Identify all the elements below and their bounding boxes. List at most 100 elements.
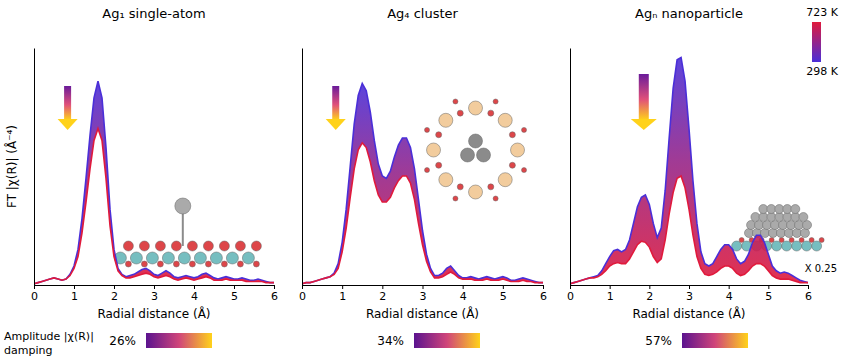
x-tick: 2 bbox=[646, 285, 653, 303]
atom bbox=[130, 252, 142, 264]
x-tick: 3 bbox=[420, 285, 427, 303]
atom bbox=[751, 213, 760, 222]
x-tick-mark bbox=[503, 285, 504, 289]
panel-title: Ag₁ single-atom bbox=[102, 6, 205, 21]
atom bbox=[155, 241, 165, 251]
atom bbox=[783, 205, 792, 214]
x-tick-mark bbox=[302, 285, 303, 289]
atom bbox=[739, 238, 744, 243]
atom bbox=[171, 241, 181, 251]
atom bbox=[237, 261, 243, 267]
atom bbox=[791, 205, 800, 214]
atom bbox=[763, 221, 772, 230]
atom bbox=[744, 229, 753, 238]
y-axis-title: FT |χ(R)| (Å⁻⁴) bbox=[4, 125, 19, 208]
x-axis: 0123456 bbox=[299, 285, 547, 303]
legend-label: 723 K bbox=[806, 6, 838, 19]
x-tick-label: 1 bbox=[339, 290, 346, 303]
atom bbox=[792, 229, 801, 238]
atom bbox=[453, 196, 458, 201]
atom bbox=[203, 241, 213, 251]
arrow-shaft bbox=[64, 86, 71, 120]
damping-colorbar bbox=[146, 333, 212, 348]
plot-area bbox=[302, 84, 543, 284]
x-tick-label: 1 bbox=[71, 290, 78, 303]
x-axis-title: Radial distance (Å) bbox=[366, 306, 479, 321]
x-tick-mark bbox=[74, 285, 75, 289]
atom bbox=[425, 127, 430, 132]
atom bbox=[767, 213, 776, 222]
x-tick: 5 bbox=[500, 285, 507, 303]
atom bbox=[141, 261, 147, 267]
atom bbox=[453, 99, 458, 104]
atom bbox=[787, 221, 796, 230]
plot-area bbox=[570, 57, 808, 283]
x-tick-mark bbox=[34, 285, 35, 289]
y-axis-line bbox=[570, 49, 571, 286]
series-line bbox=[570, 176, 808, 284]
plot-area bbox=[34, 81, 274, 284]
x-tick: 3 bbox=[686, 285, 693, 303]
atom bbox=[772, 241, 782, 251]
atom bbox=[469, 101, 483, 115]
x-tick: 1 bbox=[71, 285, 78, 303]
temperature-band bbox=[302, 84, 543, 284]
x-tick-label: 4 bbox=[191, 290, 198, 303]
atom bbox=[498, 173, 512, 187]
atom bbox=[819, 238, 824, 243]
atom bbox=[178, 252, 190, 264]
atom bbox=[251, 241, 261, 251]
atom bbox=[498, 113, 512, 127]
arrow-shaft bbox=[639, 74, 649, 120]
atom bbox=[771, 221, 780, 230]
x-tick-label: 5 bbox=[500, 290, 507, 303]
inset-illustration bbox=[114, 198, 261, 267]
x-tick: 6 bbox=[805, 285, 812, 303]
atom bbox=[488, 110, 494, 116]
series-line bbox=[570, 57, 808, 283]
x-tick-label: 4 bbox=[460, 290, 467, 303]
panel-title: Agₙ nanoparticle bbox=[635, 6, 743, 21]
x-tick-mark bbox=[114, 285, 115, 289]
x-tick-mark bbox=[463, 285, 464, 289]
atom bbox=[782, 241, 792, 251]
y-axis-line bbox=[34, 49, 35, 286]
series-line bbox=[302, 143, 543, 284]
atom bbox=[759, 213, 768, 222]
x-tick-label: 3 bbox=[686, 290, 693, 303]
atom bbox=[439, 113, 453, 127]
bond bbox=[182, 212, 184, 246]
x-tick-mark bbox=[234, 285, 235, 289]
atom bbox=[457, 184, 463, 190]
atom bbox=[488, 184, 494, 190]
x-tick: 1 bbox=[339, 285, 346, 303]
atom bbox=[123, 241, 133, 251]
x-tick-label: 0 bbox=[299, 290, 306, 303]
atom bbox=[157, 261, 163, 267]
x-tick: 6 bbox=[271, 285, 278, 303]
atom bbox=[791, 213, 800, 222]
x-tick: 3 bbox=[151, 285, 158, 303]
atom bbox=[146, 252, 158, 264]
x-axis: 0123456 bbox=[31, 285, 278, 303]
atom bbox=[493, 99, 498, 104]
atom bbox=[175, 198, 191, 214]
x-tick: 2 bbox=[111, 285, 118, 303]
atom bbox=[439, 173, 453, 187]
damping-title-line: damping bbox=[4, 344, 52, 357]
atom bbox=[461, 148, 475, 162]
damping-value: 34% bbox=[377, 334, 404, 348]
atom bbox=[235, 241, 245, 251]
atom bbox=[747, 221, 756, 230]
damping-colorbar bbox=[414, 333, 480, 348]
series-line bbox=[34, 81, 274, 284]
arrow bbox=[631, 74, 657, 130]
atom bbox=[812, 241, 822, 251]
atom bbox=[779, 238, 784, 243]
atom bbox=[221, 261, 227, 267]
atom bbox=[477, 148, 491, 162]
atom bbox=[775, 213, 784, 222]
atom bbox=[189, 261, 195, 267]
atom bbox=[789, 238, 794, 243]
x-tick-label: 0 bbox=[31, 290, 38, 303]
